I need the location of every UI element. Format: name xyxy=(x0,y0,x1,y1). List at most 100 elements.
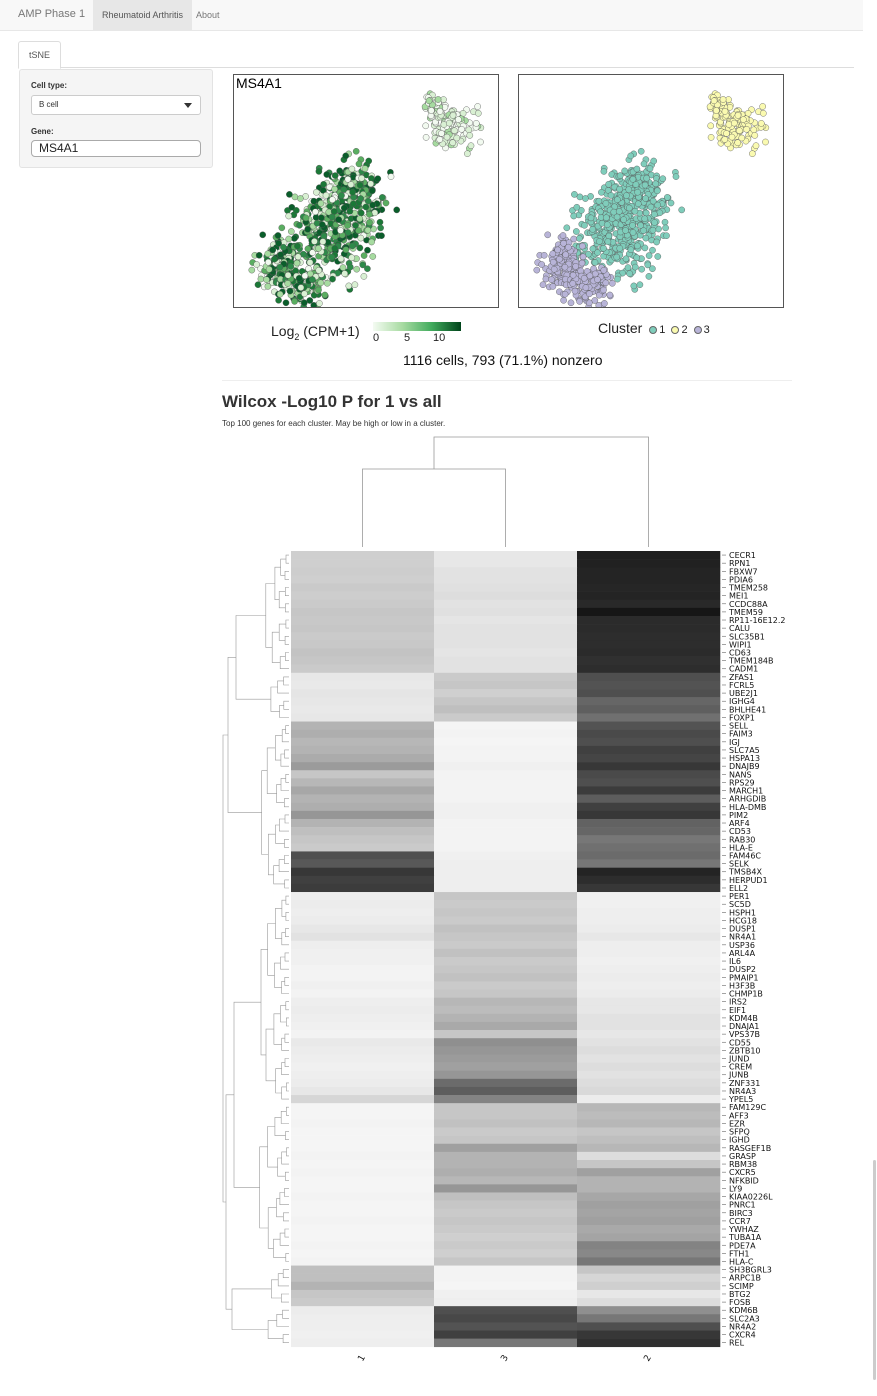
tsne-cell-point xyxy=(315,286,322,294)
heatmap-cell xyxy=(291,908,435,917)
tab-tsne[interactable]: tSNE xyxy=(18,41,62,69)
tsne-cluster-point xyxy=(581,221,588,229)
heatmap-cell xyxy=(434,778,578,787)
heatmap-cell xyxy=(434,745,578,755)
heatmap-cell xyxy=(291,778,435,787)
heatmap-cell xyxy=(434,997,578,1007)
heatmap-cell xyxy=(434,1095,578,1104)
column-label: 2 xyxy=(642,1354,654,1364)
tsne-cluster-point xyxy=(641,215,648,222)
tsne-cluster-point xyxy=(595,197,603,205)
heatmap-cell xyxy=(291,892,435,901)
tsne-cluster-point xyxy=(559,232,567,239)
row-dendrogram-branch xyxy=(280,1293,289,1303)
heatmap-cell xyxy=(577,1184,721,1193)
row-dendrogram-branch xyxy=(285,1253,289,1262)
heatmap-cell xyxy=(291,1241,435,1250)
heatmap-cell xyxy=(291,1078,435,1088)
heatmap-cell xyxy=(434,859,578,868)
row-dendrogram-branch xyxy=(285,773,289,783)
heatmap-cell xyxy=(434,981,578,990)
heatmap-cell xyxy=(577,948,721,958)
heatmap-cell xyxy=(291,697,435,706)
tsne-cell-point xyxy=(319,221,326,228)
tsne-cluster-point xyxy=(609,279,616,287)
heatmap-cell xyxy=(577,1314,721,1323)
tsne-cluster-point xyxy=(606,291,614,299)
heatmap-cell xyxy=(291,615,435,625)
tsne-cell-point xyxy=(318,214,325,221)
tsne-cell-point xyxy=(344,222,351,229)
tsne-cell-point xyxy=(350,200,357,208)
tsne-cell-point xyxy=(422,122,429,130)
nav-about[interactable]: About xyxy=(196,10,220,20)
cell-type-select[interactable]: B cell xyxy=(31,95,201,115)
heatmap-cell xyxy=(577,1306,721,1315)
tsne-cell-point xyxy=(347,181,355,188)
tsne-cell-point xyxy=(364,246,371,254)
heatmap-cell xyxy=(291,1176,435,1185)
heatmap-cell xyxy=(291,1200,435,1210)
heatmap-cell xyxy=(291,1273,435,1283)
tsne-cluster-point xyxy=(598,189,605,196)
tsne-cluster-point xyxy=(650,157,657,165)
tsne-cluster-point xyxy=(613,253,620,261)
heatmap-cell xyxy=(577,656,721,665)
tsne-cell-point xyxy=(321,291,329,299)
app-title[interactable]: AMP Phase 1 xyxy=(18,8,86,20)
gene-input[interactable]: MS4A1 xyxy=(31,140,201,157)
heatmap-cell xyxy=(577,1249,721,1258)
tsne-cluster-point xyxy=(629,222,636,229)
tsne-cell-point xyxy=(331,172,339,179)
tsne-cluster-point xyxy=(642,234,650,242)
tsne-cell-point xyxy=(304,245,312,253)
tsne-cluster-point xyxy=(582,284,590,291)
column-dendrogram-branch xyxy=(433,436,649,547)
row-dendrogram-branch xyxy=(281,1086,289,1100)
row-dendrogram-branch xyxy=(281,981,289,994)
heatmap-cell xyxy=(434,697,578,706)
tsne-cell-point xyxy=(288,228,295,235)
heatmap-cell xyxy=(434,607,578,617)
heatmap-cell xyxy=(434,1160,578,1169)
tsne-cell-point xyxy=(309,249,316,256)
tsne-cell-point xyxy=(329,275,336,283)
tsne-cell-point xyxy=(286,191,293,198)
heatmap-cell xyxy=(291,883,435,893)
heatmap-cell xyxy=(291,1338,435,1348)
heatmap-cell xyxy=(577,1070,721,1080)
row-dendrogram-branch xyxy=(267,1207,277,1249)
heatmap-cell xyxy=(577,697,721,706)
heatmap-cell xyxy=(577,1192,721,1201)
tsne-cell-point xyxy=(301,299,308,307)
heatmap-cell xyxy=(434,1306,578,1315)
tsne-cluster-point xyxy=(561,290,569,298)
row-dendrogram-branch xyxy=(275,907,282,940)
heatmap-cell xyxy=(577,1103,721,1112)
tsne-cluster-point xyxy=(622,227,629,234)
tsne-cluster-point xyxy=(635,200,642,208)
heatmap-cell xyxy=(577,1013,721,1023)
tsne-cluster-point xyxy=(586,299,593,307)
row-dendrogram-branch xyxy=(285,725,289,735)
nav-rheumatoid-arthritis[interactable]: Rheumatoid Arthritis xyxy=(93,0,193,30)
heatmap-cell xyxy=(291,1013,435,1023)
tsne-cell-point xyxy=(271,255,278,263)
tsne-cell-point xyxy=(311,238,318,245)
tsne-cluster-point xyxy=(627,152,634,160)
heatmap-cell xyxy=(434,1103,578,1112)
heatmap-cell xyxy=(291,835,435,844)
heatmap-cell xyxy=(434,656,578,665)
heatmap-cell xyxy=(434,1168,578,1177)
row-dendrogram-branch xyxy=(284,1058,289,1067)
heatmap-cell xyxy=(434,989,578,998)
heatmap-cell xyxy=(577,997,721,1007)
row-dendrogram-branch xyxy=(284,1188,289,1197)
heatmap-cell xyxy=(434,1062,578,1071)
heatmap-cell xyxy=(577,1135,721,1145)
heatmap-cell xyxy=(577,615,721,625)
tsne-cell-point xyxy=(337,255,345,263)
heatmap-cell xyxy=(577,1168,721,1177)
scrollbar-thumb[interactable] xyxy=(873,1160,876,1380)
